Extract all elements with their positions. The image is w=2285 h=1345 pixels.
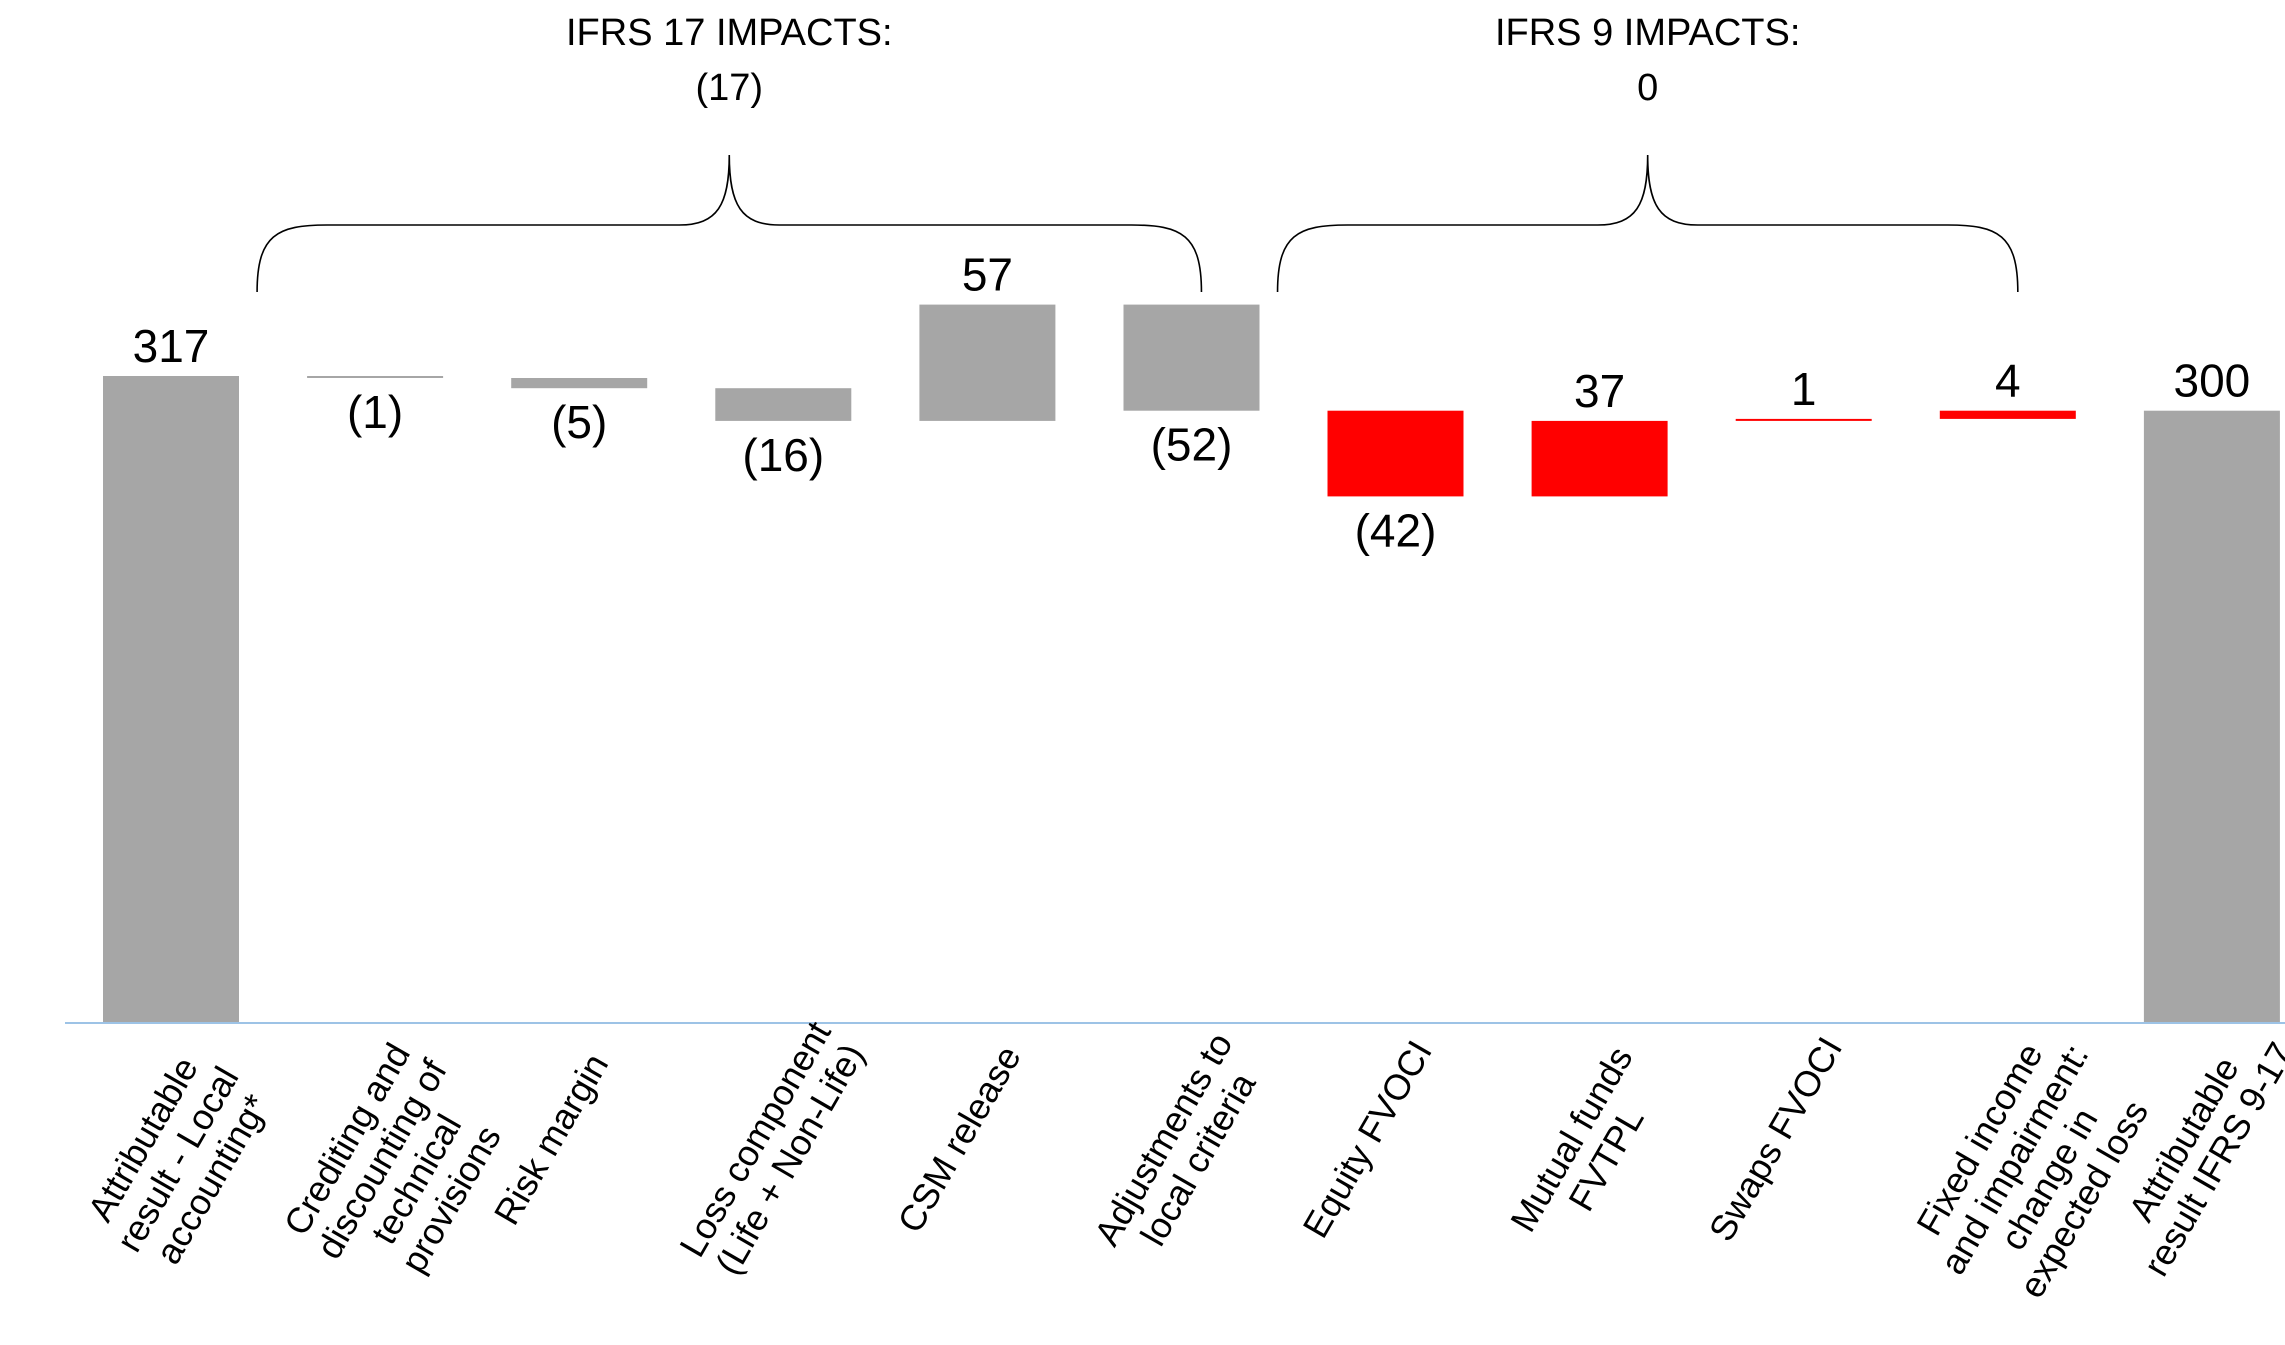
group-title-0: IFRS 17 IMPACTS: bbox=[566, 12, 893, 54]
bar-6 bbox=[1327, 410, 1464, 497]
bar-1 bbox=[307, 376, 444, 378]
svg-text:Crediting anddiscounting oftec: Crediting anddiscounting oftechnicalprov… bbox=[273, 1032, 524, 1306]
group-titles: IFRS 17 IMPACTS: (17) IFRS 9 IMPACTS: 0 bbox=[566, 12, 1800, 109]
value-label-9: 4 bbox=[1995, 355, 2021, 407]
bar-4 bbox=[919, 304, 1056, 421]
category-label-4: CSM release bbox=[889, 1039, 1029, 1240]
svg-text:Mutual fundsFVTPL: Mutual fundsFVTPL bbox=[1502, 1040, 1675, 1259]
value-label-10: 300 bbox=[2174, 355, 2251, 407]
svg-text:Attributableresult - Localacco: Attributableresult - Localaccounting* bbox=[73, 1040, 281, 1279]
category-label-6: Equity FVOCI bbox=[1294, 1033, 1440, 1244]
bar-9 bbox=[1939, 410, 2076, 419]
category-label-7: Mutual fundsFVTPL bbox=[1502, 1040, 1675, 1259]
category-label-0: Attributableresult - Localaccounting* bbox=[73, 1040, 281, 1279]
svg-text:Loss component(Life + Non-Life: Loss component(Life + Non-Life) bbox=[671, 1014, 873, 1283]
value-label-1: (1) bbox=[347, 386, 403, 438]
bar-7 bbox=[1531, 420, 1668, 497]
svg-text:CSM release: CSM release bbox=[889, 1039, 1029, 1240]
bar-2 bbox=[511, 378, 648, 389]
value-label-6: (42) bbox=[1355, 504, 1437, 556]
value-label-3: (16) bbox=[742, 429, 824, 481]
value-label-5: (52) bbox=[1151, 419, 1233, 471]
svg-text:Swaps FVOCI: Swaps FVOCI bbox=[1701, 1030, 1851, 1248]
bar-0 bbox=[103, 376, 239, 1023]
group-total-1: 0 bbox=[1637, 67, 1658, 109]
value-label-4: 57 bbox=[962, 249, 1013, 301]
category-label-5: Adjustments tolocal criteria bbox=[1086, 1026, 1275, 1273]
svg-text:Equity FVOCI: Equity FVOCI bbox=[1294, 1033, 1440, 1244]
category-label-3: Loss component(Life + Non-Life) bbox=[671, 1014, 873, 1283]
value-label-0: 317 bbox=[133, 320, 210, 372]
value-label-8: 1 bbox=[1791, 363, 1817, 415]
group-title-1: IFRS 9 IMPACTS: bbox=[1495, 12, 1800, 54]
group-brace-1 bbox=[1276, 154, 2019, 293]
bar-5 bbox=[1123, 304, 1260, 411]
bars bbox=[103, 304, 2280, 1023]
bar-10 bbox=[2143, 410, 2280, 1023]
category-labels: Attributableresult - Localaccounting*Cre… bbox=[73, 1014, 2285, 1321]
bar-8 bbox=[1735, 418, 1872, 421]
value-labels: 317 (1) (5) (16) 57 (52) (42) 37 1 4 300 bbox=[133, 249, 2251, 557]
value-label-2: (5) bbox=[551, 396, 607, 448]
value-label-7: 37 bbox=[1574, 365, 1625, 417]
svg-text:Fixed incomeand impairment:cha: Fixed incomeand impairment:change inexpe… bbox=[1897, 1017, 2165, 1321]
bar-3 bbox=[715, 388, 852, 421]
category-label-8: Swaps FVOCI bbox=[1701, 1030, 1851, 1248]
svg-text:Adjustments tolocal criteria: Adjustments tolocal criteria bbox=[1086, 1026, 1275, 1273]
group-total-0: (17) bbox=[696, 67, 764, 109]
group-brace-0 bbox=[256, 154, 1203, 293]
category-label-1: Crediting anddiscounting oftechnicalprov… bbox=[273, 1032, 524, 1306]
group-braces bbox=[256, 154, 2019, 293]
category-label-9: Fixed incomeand impairment:change inexpe… bbox=[1897, 1017, 2165, 1321]
